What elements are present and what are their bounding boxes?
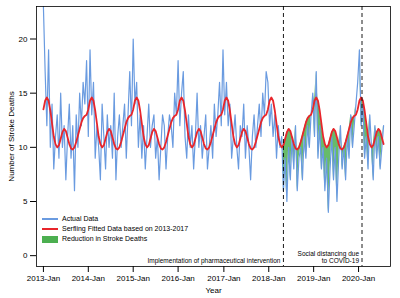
svg-text:2013-Jan: 2013-Jan: [27, 274, 60, 283]
svg-text:2014-Jan: 2014-Jan: [72, 274, 105, 283]
svg-text:10: 10: [19, 143, 28, 152]
svg-text:Number of Stroke Deaths: Number of Stroke Deaths: [7, 91, 16, 181]
html-text:Serfling Fitted Data based on: Serfling Fitted Data based on 2013-2017: [62, 225, 189, 232]
svg-text:0: 0: [23, 251, 28, 260]
svg-text:2015-Jan: 2015-Jan: [117, 274, 150, 283]
svg-text:Social distancing dueto COVID-: Social distancing dueto COVID-19: [298, 250, 360, 264]
svg-text:2017-Jan: 2017-Jan: [207, 274, 240, 283]
svg-text:2016-Jan: 2016-Jan: [161, 274, 194, 283]
svg-text:2020-Jan: 2020-Jan: [342, 274, 375, 283]
svg-text:2019-Jan: 2019-Jan: [297, 274, 330, 283]
svg-text:2018-Jan: 2018-Jan: [252, 274, 285, 283]
svg-text:Year: Year: [205, 286, 222, 295]
svg-text:20: 20: [19, 35, 28, 44]
svg-text:15: 15: [19, 89, 28, 98]
svg-text:Implementation of pharmaceutic: Implementation of pharmaceutical interve…: [147, 257, 280, 265]
svg-text:5: 5: [23, 197, 28, 206]
html-text:Reduction in Stroke Deaths: Reduction in Stroke Deaths: [62, 235, 148, 242]
html-text:Actual Data: Actual Data: [62, 215, 99, 222]
